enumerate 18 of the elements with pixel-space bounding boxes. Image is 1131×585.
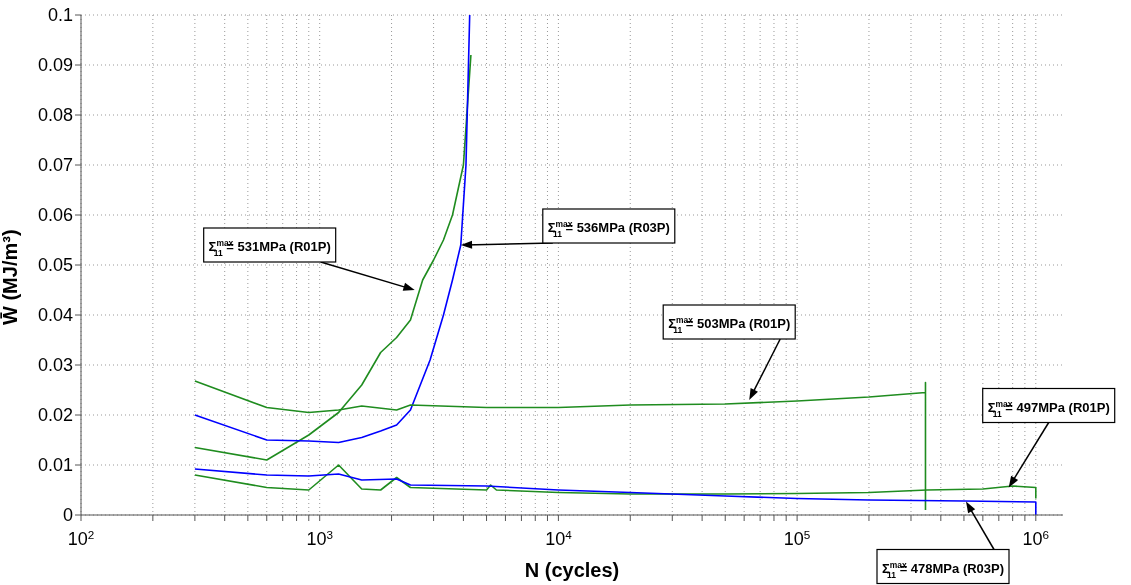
y-tick-label: 0.04	[37, 305, 73, 326]
y-tick-label: 0.07	[37, 155, 73, 176]
y-tick-label: 0.08	[37, 105, 73, 126]
x-tick-label: 10$^{6}$	[1022, 527, 1050, 549]
y-tick-label: 0.03	[37, 355, 73, 376]
y-tick-label: 0.09	[37, 55, 73, 76]
y-axis-title: W̄ (MJ/m³)	[0, 229, 22, 325]
x-tick-label: 10$^{2}$	[67, 527, 95, 549]
y-tick-label: 0.01	[37, 455, 73, 476]
x-tick-label: 10$^{5}$	[783, 527, 811, 549]
y-tick-label: 0.06	[37, 205, 73, 226]
x-tick-label: 10$^{4}$	[545, 527, 573, 549]
x-axis-title: N (cycles)	[524, 559, 620, 581]
y-tick-label: 0.02	[37, 405, 73, 426]
x-tick-label: 10$^{3}$	[306, 527, 333, 549]
y-tick-label: 0	[62, 505, 73, 526]
y-tick-label: 0.05	[37, 255, 73, 276]
y-tick-label: 0.1	[47, 5, 73, 26]
